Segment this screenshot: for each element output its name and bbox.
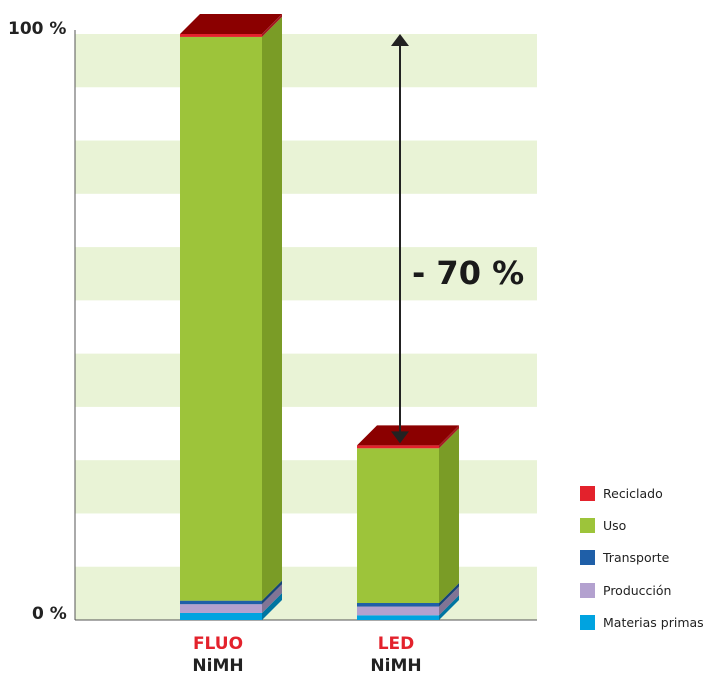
- bar-side-led-uso: [439, 428, 459, 604]
- grid-band: [75, 34, 537, 88]
- grid-band: [75, 460, 537, 514]
- bar-fluo-materias-primas: [180, 612, 262, 620]
- category-fluo-line1: FLUO: [192, 634, 244, 654]
- grid-band: [75, 247, 537, 301]
- bar-led-producci-n: [357, 606, 439, 616]
- legend-item-produccion: Producción: [580, 574, 710, 606]
- reduction-annotation: - 70 %: [412, 254, 525, 292]
- legend: Reciclado Uso Transporte Producción Mate…: [580, 477, 710, 639]
- legend-label-transporte: Transporte: [603, 550, 670, 566]
- bar-side-fluo-producci-n: [262, 584, 282, 613]
- legend-swatch-produccion: [580, 582, 595, 598]
- bar-fluo-reciclado: [180, 34, 262, 37]
- bar-top-fluo: [180, 14, 282, 34]
- legend-swatch-reciclado: [580, 485, 595, 501]
- legend-item-reciclado: Reciclado: [580, 477, 710, 509]
- grid-band: [75, 140, 537, 194]
- bar-side-fluo-reciclado: [262, 14, 282, 37]
- bar-side-fluo-transporte: [262, 580, 282, 605]
- category-led-line2: NiMH: [370, 656, 422, 676]
- legend-swatch-transporte: [580, 550, 595, 566]
- legend-swatch-uso: [580, 518, 595, 534]
- bar-fluo-uso: [180, 36, 262, 601]
- legend-item-materias-primas: Materias primas: [580, 607, 710, 639]
- y-axis-label-bottom: 0 %: [32, 604, 67, 624]
- legend-swatch-materias-primas: [580, 615, 595, 631]
- bar-top-led: [357, 425, 459, 446]
- bar-led-uso: [357, 448, 439, 604]
- bar-side-led-transporte: [439, 583, 459, 607]
- bar-side-led-reciclado: [439, 425, 459, 449]
- legend-label-materias-primas: Materias primas: [603, 615, 704, 631]
- bar-side-led-producci-n: [439, 586, 459, 616]
- reduction-arrow-head-up: [391, 34, 409, 46]
- legend-label-reciclado: Reciclado: [603, 485, 663, 501]
- bar-side-fluo-materias-primas: [262, 592, 282, 620]
- bar-side-fluo-uso: [262, 16, 282, 601]
- bar-side-led-materias-primas: [439, 595, 459, 620]
- legend-item-transporte: Transporte: [580, 542, 710, 574]
- legend-item-uso: Uso: [580, 509, 710, 541]
- bar-fluo-producci-n: [180, 604, 262, 613]
- legend-label-uso: Uso: [603, 518, 627, 534]
- category-led-line1: LED: [377, 634, 415, 654]
- y-axis-label-top: 100 %: [8, 19, 67, 39]
- bar-led-materias-primas: [357, 615, 439, 620]
- legend-label-produccion: Producción: [603, 582, 672, 598]
- grid-band: [75, 353, 537, 407]
- reduction-arrow-head-down: [391, 431, 409, 444]
- bar-fluo-transporte: [180, 600, 262, 605]
- bar-led-reciclado: [357, 445, 439, 449]
- bar-led-transporte: [357, 603, 439, 607]
- category-fluo-line2: NiMH: [192, 656, 244, 676]
- grid-band: [75, 566, 537, 620]
